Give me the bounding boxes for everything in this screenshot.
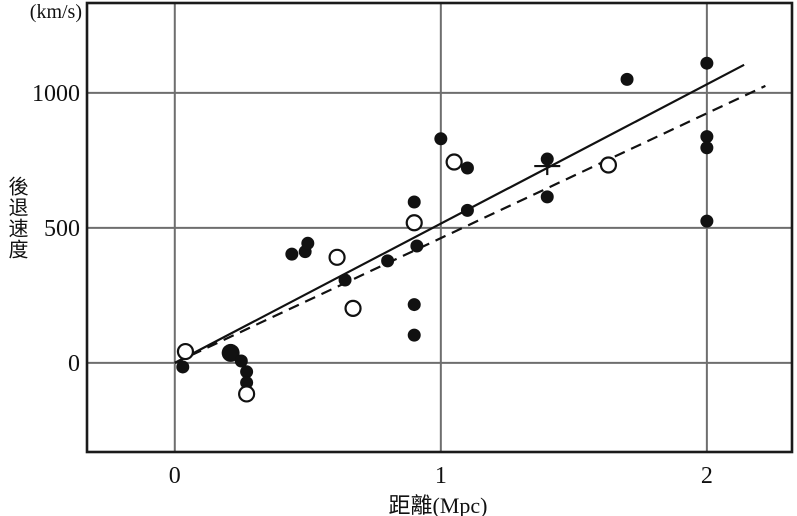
data-point-filled [338,273,352,287]
data-point-open [344,299,362,317]
data-point-filled [700,141,714,155]
data-point-open [405,214,423,232]
data-point-filled [407,298,421,312]
data-point-open [599,156,618,174]
data-point-filled [700,130,714,144]
y-tick-label: 1000 [32,81,80,107]
data-point-filled [434,132,448,146]
plot-border [85,1,794,454]
data-point-open [176,342,195,361]
solid-fit-line [174,63,745,364]
data-point-filled [234,354,248,368]
data-point-open [445,153,463,171]
y-axis-unit-label: (km/s) [29,1,82,23]
x-tick-label: 0 [169,463,181,489]
y-axis-title: 後退速度 [5,176,27,260]
y-tick-label: 0 [68,351,80,377]
data-point-filled [407,328,421,342]
data-point-filled [540,190,554,204]
dashed-fit-line [174,84,766,364]
data-point-filled [285,247,299,261]
data-point-filled [301,236,315,250]
data-point-open [328,248,346,266]
x-axis-title: 距離(Mpc) [388,493,488,516]
x-tick-label: 2 [701,463,713,489]
data-point-filled [221,343,240,362]
data-point-filled [410,239,424,253]
data-point-filled [460,203,474,217]
data-point-filled [700,56,714,70]
data-point-filled [407,195,421,209]
data-point-filled [240,365,254,379]
x-tick-label: 1 [435,463,447,489]
data-point-filled [700,214,714,228]
data-point-filled [381,254,395,268]
data-point-filled [240,376,254,390]
y-tick-label: 500 [44,216,80,242]
data-point-filled [176,360,190,374]
data-point-filled [460,161,474,175]
data-point-open [238,385,256,403]
data-point-filled [620,72,634,86]
